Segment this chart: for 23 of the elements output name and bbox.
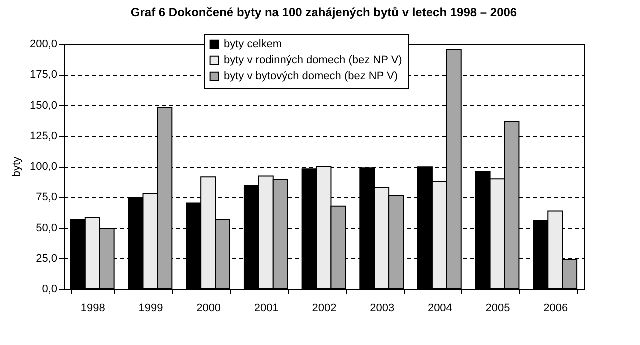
legend-label: byty v bytových domech (bez NP V)	[224, 70, 398, 82]
y-tick-label: 175,0	[30, 69, 58, 82]
x-tick-label: 1998	[80, 302, 106, 314]
y-tick-label: 125,0	[30, 130, 58, 142]
y-tick-label: 75,0	[36, 192, 58, 204]
x-tick-label: 2000	[196, 302, 222, 314]
x-tick-label: 2005	[486, 302, 510, 314]
legend-label: byty celkem	[224, 38, 282, 50]
x-tick-label: 2001	[254, 302, 279, 314]
y-tick-label: 50,0	[36, 222, 58, 234]
legend-label: byty v rodinných domech (bez NP V)	[224, 54, 402, 66]
chart-title: Graf 6 Dokončené byty na 100 zahájených bytů v letech 1998 – 2006	[130, 6, 518, 20]
x-tick-label: 1999	[138, 302, 164, 314]
x-tick-label: 2002	[312, 302, 337, 314]
x-tick-label: 2003	[370, 302, 395, 314]
y-tick-label: 100,0	[30, 161, 58, 173]
x-tick-label: 2006	[544, 302, 568, 314]
y-tick-label: 150,0	[30, 100, 58, 112]
y-tick-label: 25,0	[36, 252, 58, 265]
y-tick-label: 200,0	[30, 38, 58, 50]
y-axis-title: byty	[10, 156, 23, 178]
x-tick-label: 2004	[428, 302, 452, 314]
y-tick-label: 0,0	[42, 284, 58, 296]
